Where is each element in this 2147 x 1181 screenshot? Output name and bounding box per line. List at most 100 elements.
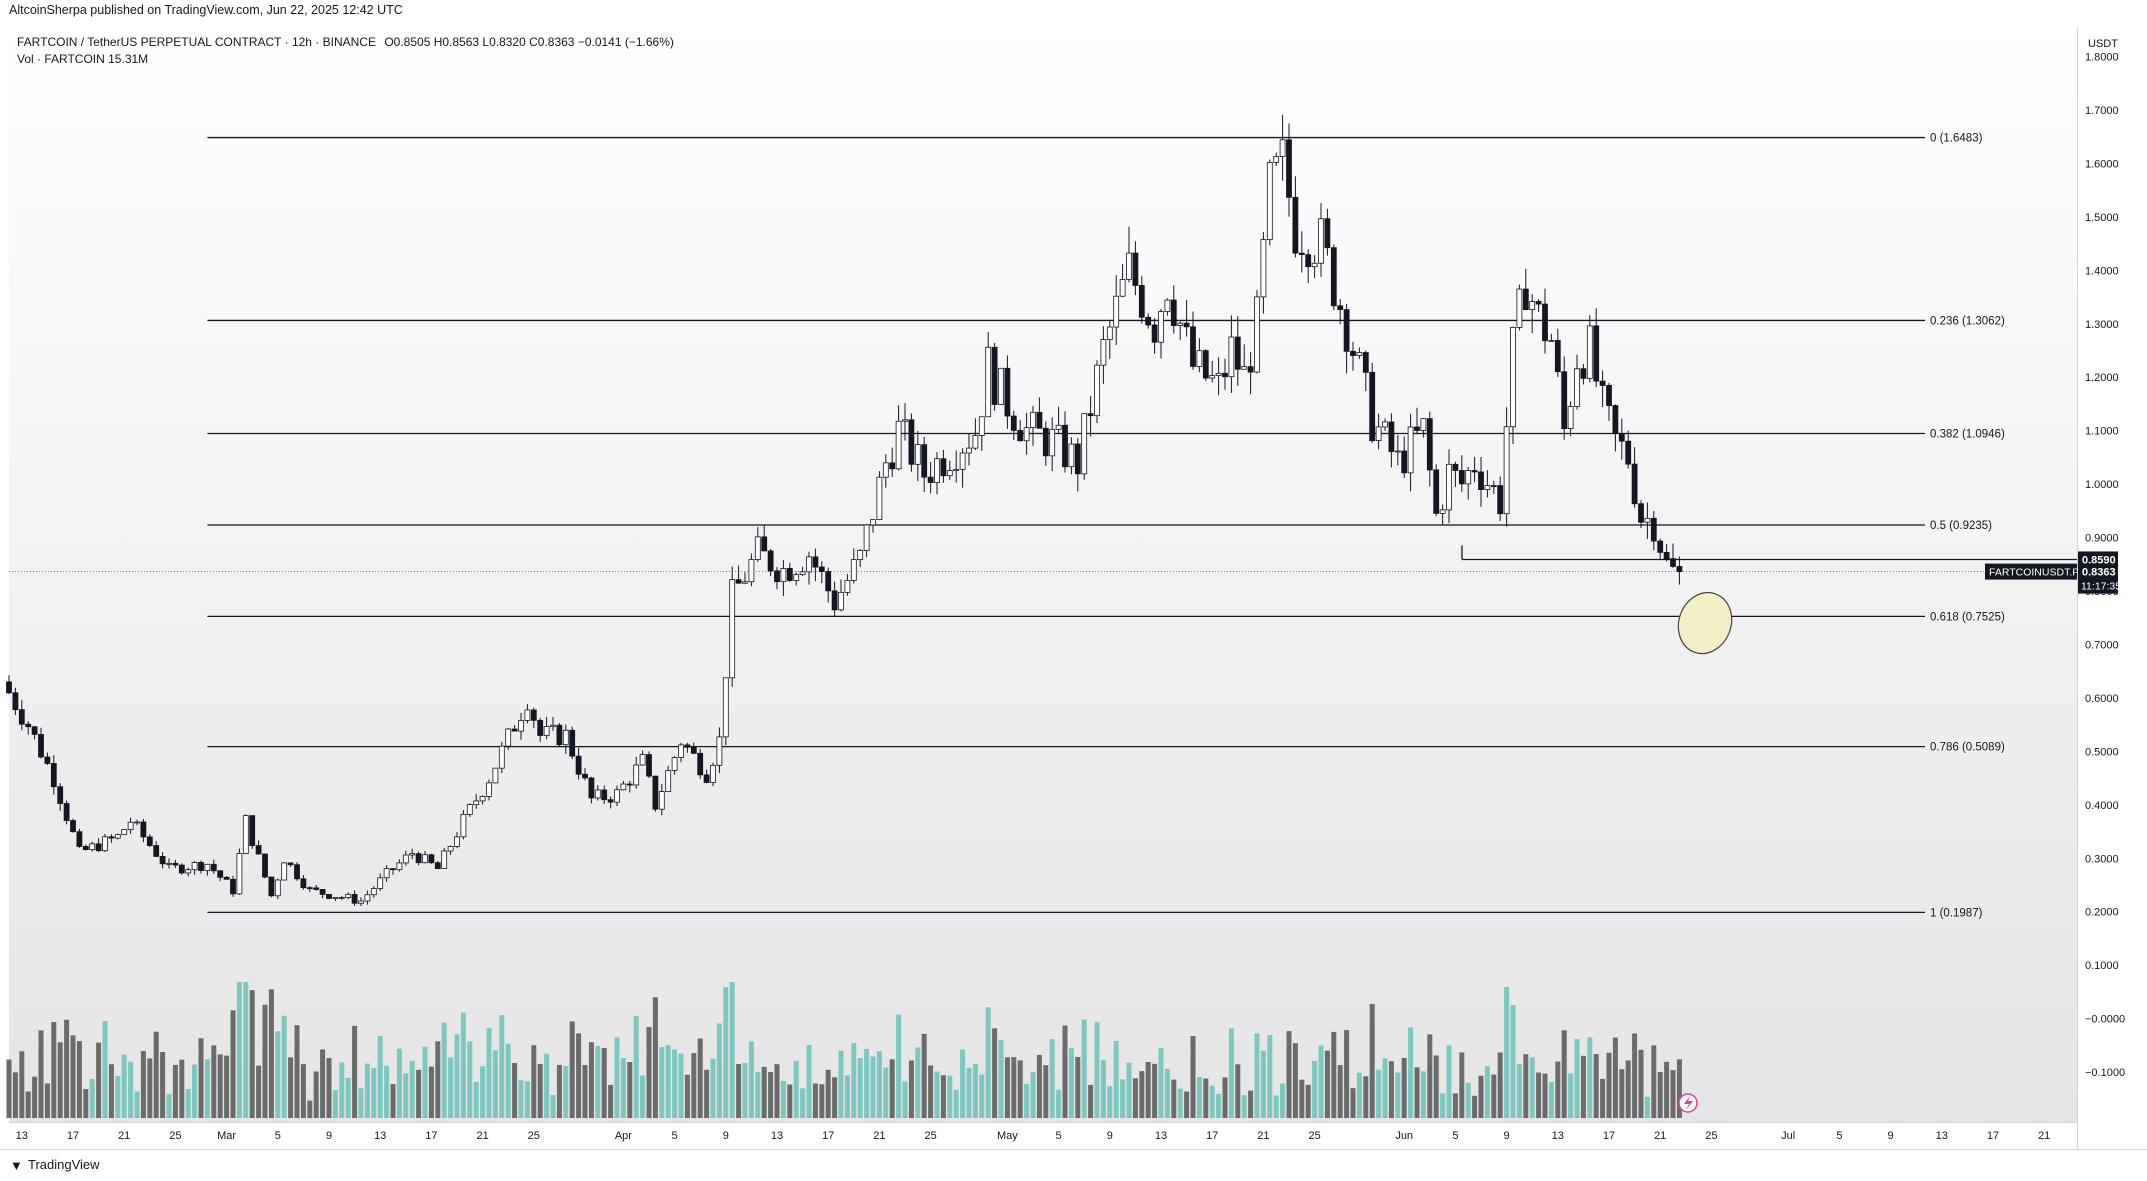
volume-bar bbox=[1388, 1061, 1394, 1118]
chart-area[interactable] bbox=[9, 27, 2077, 1149]
tradingview-logo-icon: ▼ bbox=[10, 1158, 23, 1173]
candle-body bbox=[665, 770, 672, 792]
time-tick-label: Mar bbox=[217, 1130, 236, 1142]
candle-body bbox=[345, 894, 352, 898]
time-tick-label: 13 bbox=[16, 1130, 28, 1142]
candle-body bbox=[844, 580, 851, 593]
volume-bar bbox=[1433, 1055, 1439, 1118]
volume-bar bbox=[940, 1075, 946, 1118]
candle-body bbox=[95, 843, 102, 852]
volume-bar bbox=[294, 1025, 300, 1118]
time-tick-label: 21 bbox=[1654, 1130, 1666, 1142]
candle-body bbox=[703, 774, 710, 783]
candle-body bbox=[1094, 364, 1100, 417]
candle-body bbox=[1631, 463, 1638, 505]
volume-bar bbox=[1004, 1057, 1010, 1118]
candle-body bbox=[217, 870, 224, 878]
volume-bar bbox=[793, 1060, 799, 1118]
time-tick-label: 5 bbox=[1836, 1130, 1842, 1142]
volume-bar bbox=[870, 1056, 876, 1118]
volume-bar bbox=[1094, 1022, 1100, 1118]
volume-bar bbox=[844, 1075, 850, 1118]
candle-body bbox=[89, 843, 96, 850]
candle-body bbox=[1330, 247, 1337, 307]
candle-body bbox=[1196, 350, 1203, 367]
volume-bar bbox=[1312, 1060, 1318, 1118]
candle-body bbox=[6, 681, 12, 694]
candle-body bbox=[518, 720, 524, 732]
candle-body bbox=[1606, 385, 1612, 406]
candle-body bbox=[1023, 427, 1030, 442]
volume-bar bbox=[243, 982, 249, 1118]
time-tick-label: 9 bbox=[1107, 1130, 1113, 1142]
volume-bar bbox=[166, 1094, 172, 1118]
countdown-label: 11:17:35 bbox=[2081, 581, 2121, 593]
legend-symbol[interactable]: FARTCOIN / TetherUS PERPETUAL CONTRACT ·… bbox=[17, 35, 376, 49]
volume-bar bbox=[435, 1041, 441, 1118]
volume-bar bbox=[320, 1049, 326, 1118]
candle-body bbox=[140, 821, 147, 838]
candle-body bbox=[300, 878, 307, 889]
volume-bar bbox=[1638, 1049, 1644, 1118]
volume-bar bbox=[1363, 1076, 1369, 1118]
candle-body bbox=[639, 754, 646, 766]
target-zone-ellipse[interactable] bbox=[1670, 585, 1740, 661]
volume-bar bbox=[716, 1023, 722, 1118]
volume-bar bbox=[979, 1074, 985, 1118]
candle-body bbox=[870, 519, 876, 526]
volume-bar bbox=[83, 1089, 89, 1118]
candle-body bbox=[601, 789, 608, 801]
legend-volume: Vol · FARTCOIN 15.31M bbox=[17, 52, 149, 66]
volume-bar bbox=[1484, 1066, 1490, 1118]
volume-bar bbox=[768, 1072, 774, 1118]
volume-bar bbox=[704, 1069, 710, 1118]
volume-bar bbox=[416, 1069, 422, 1118]
candle-body bbox=[1471, 470, 1478, 473]
volume-bar bbox=[1625, 1060, 1631, 1118]
candle-body bbox=[1074, 443, 1081, 475]
volume-bar bbox=[832, 1077, 838, 1118]
candle-body bbox=[1241, 366, 1248, 370]
time-axis[interactable] bbox=[9, 1122, 2077, 1150]
candle-body bbox=[1062, 424, 1068, 468]
volume-bar bbox=[1548, 1081, 1554, 1118]
time-tick-label: 17 bbox=[1987, 1130, 1999, 1142]
price-axis-unit[interactable]: USDT bbox=[2088, 38, 2118, 50]
volume-bar bbox=[915, 1047, 921, 1118]
volume-bar bbox=[1606, 1052, 1612, 1118]
volume-bar bbox=[249, 990, 255, 1118]
candle-body bbox=[1625, 440, 1632, 465]
volume-bar bbox=[428, 1066, 434, 1118]
volume-bar bbox=[275, 1031, 281, 1118]
candle-body bbox=[1490, 485, 1497, 487]
volume-bar bbox=[390, 1084, 396, 1118]
volume-bar bbox=[1292, 1043, 1298, 1118]
time-tick-label: 9 bbox=[1504, 1130, 1510, 1142]
price-tick-label: −0.0000 bbox=[2085, 1014, 2125, 1026]
candle-body bbox=[422, 854, 428, 864]
volume-bar bbox=[70, 1035, 76, 1118]
time-tick-label: 13 bbox=[1155, 1130, 1167, 1142]
candle-body bbox=[812, 556, 819, 568]
candle-body bbox=[1068, 443, 1075, 468]
candle-body bbox=[198, 862, 204, 871]
candle-body bbox=[550, 724, 556, 727]
volume-bar bbox=[710, 1058, 716, 1118]
candle-body bbox=[236, 853, 243, 895]
time-tick-label: Jun bbox=[1395, 1130, 1413, 1142]
candle-body bbox=[793, 574, 800, 581]
time-tick-label: 25 bbox=[924, 1130, 936, 1142]
candle-body bbox=[364, 894, 371, 902]
candle-body bbox=[710, 764, 716, 783]
price-tick-label: 1.7000 bbox=[2085, 105, 2119, 117]
volume-bar bbox=[1510, 1004, 1516, 1118]
volume-bar bbox=[1196, 1077, 1202, 1118]
candle-body bbox=[1209, 375, 1216, 379]
candle-body bbox=[594, 789, 601, 799]
volume-bar bbox=[460, 1012, 466, 1118]
volume-bar bbox=[838, 1050, 844, 1118]
volume-bar bbox=[1516, 1064, 1522, 1118]
candle-body bbox=[1516, 288, 1523, 328]
candle-body bbox=[498, 745, 505, 769]
